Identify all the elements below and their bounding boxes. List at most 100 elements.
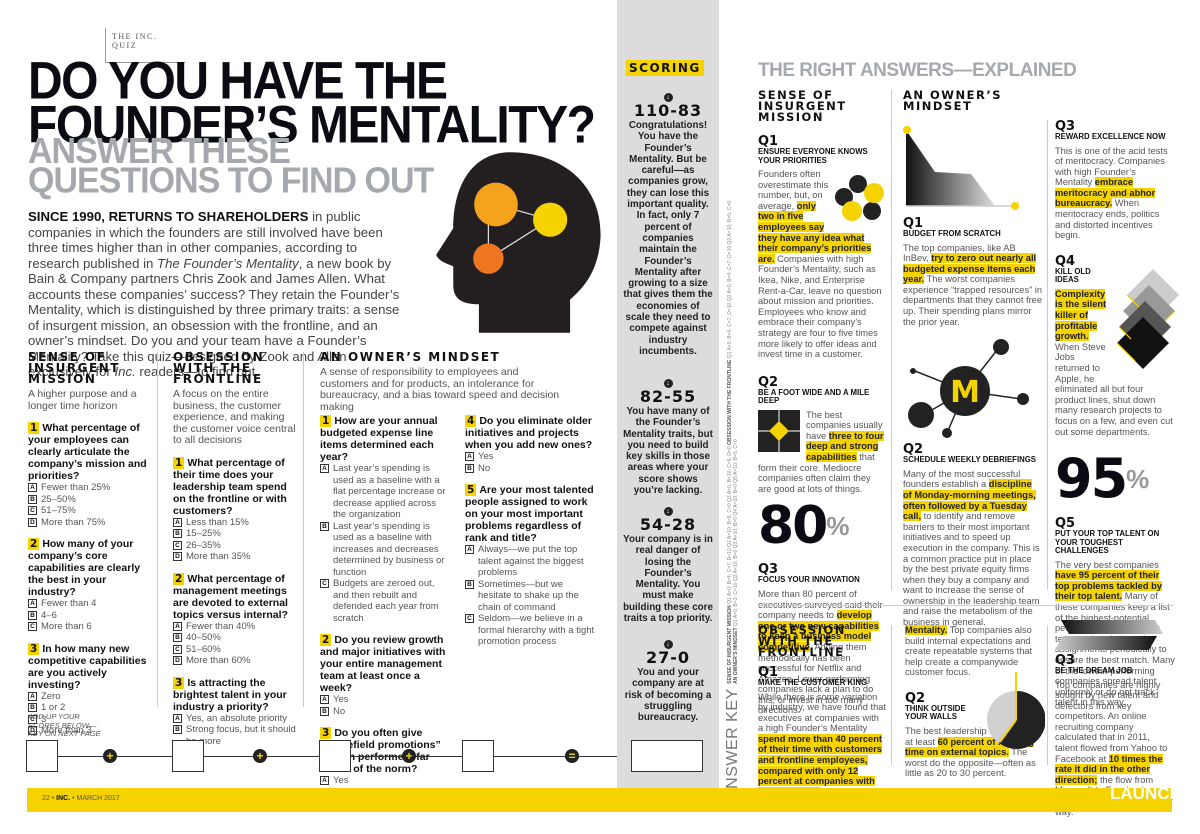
answer-option[interactable]: A Yes, an absolute priority <box>173 713 298 725</box>
answer-option[interactable]: A Fewer than 25% <box>28 482 153 494</box>
question: 3 Is attracting the brightest talent in y… <box>173 676 298 713</box>
answer-key-values: Q1 A=0; B=4; C=7; D=10 Q2 A=0; B=4; C=7;… <box>727 200 733 359</box>
option-text: Yes <box>333 775 349 786</box>
range-label: 27-0 <box>645 648 691 667</box>
answer-key-rotated: ANSWER KEY SENSE OF INSURGENT MISSION Q1… <box>724 110 742 800</box>
option-text: No <box>333 705 346 717</box>
answer-q-subhead: REWARD EXCELLENCE NOW <box>1055 132 1166 141</box>
answer-option[interactable]: A Fewer than 4 <box>28 598 153 610</box>
answer-option[interactable]: A Fewer than 40% <box>173 621 298 633</box>
range-label: 82-55 <box>639 387 697 406</box>
question-block: 3 Is attracting the brightest talent in y… <box>173 676 298 759</box>
book-title: The Founder’s Mentality <box>157 255 299 271</box>
question-number: 2 <box>173 572 185 585</box>
option-text: More than 6 <box>41 621 92 632</box>
option-text: Fewer than 25% <box>41 482 111 493</box>
column-divider <box>1047 120 1048 590</box>
scoring-title: SCORING <box>626 60 704 76</box>
answer-option[interactable]: A Yes <box>320 694 450 706</box>
answer-q-label: Q2 <box>758 374 779 390</box>
score-range-4: ↓ 27-0 You and your company are at risk … <box>617 633 719 723</box>
answer-option[interactable]: D More than 75% <box>28 517 153 529</box>
answer-option[interactable]: C 51–75% <box>28 505 153 517</box>
pie-chart-icon <box>987 672 1045 749</box>
score-instructions: ADD UP YOUR SCORES BELOW—KEY ON NEXT PAG… <box>28 712 101 738</box>
plus-icon: + <box>253 749 267 763</box>
answer-option[interactable]: C More than 6 <box>28 621 153 633</box>
answer-option[interactable]: B 4–6 <box>28 610 153 622</box>
answers-frontline-middle: Mentality. Top companies also build inte… <box>905 625 1045 779</box>
option-text: Fewer than 40% <box>186 620 256 632</box>
option-letter-box: B <box>173 633 182 642</box>
answer-option[interactable]: D More than 60% <box>173 655 298 667</box>
answer-text: The best leadership teams focus at least <box>905 725 1040 747</box>
option-letter-box: A <box>320 464 329 473</box>
score-box-insurgent[interactable] <box>26 740 58 772</box>
answer-option[interactable]: A Last year’s spending is used as a basel… <box>320 463 450 521</box>
total-score-box[interactable] <box>631 740 703 772</box>
option-letter-box: A <box>465 545 474 554</box>
column-divider <box>1047 625 1048 765</box>
answer-option[interactable]: C 51–60% <box>173 644 298 656</box>
column-heading: OBSESSION WITH THE FRONTLINE <box>173 350 265 386</box>
option-text: Less than 15% <box>186 516 249 528</box>
answers-owner-left: AN OWNER’S MINDSET Q1 BUDGET FROM SCRATC… <box>903 89 1043 628</box>
option-letter-box: C <box>173 644 182 654</box>
answer-option[interactable]: A Yes <box>320 775 450 787</box>
column-divider <box>891 625 892 765</box>
option-letter-box: A <box>173 713 182 723</box>
percent-sign: % <box>1126 464 1150 495</box>
answer-option[interactable]: B No <box>320 706 450 718</box>
answer-option[interactable]: A Zero <box>28 691 153 703</box>
answer-body: More than 80 percent of executives surve… <box>758 589 886 716</box>
stat-80: 80% <box>758 500 886 561</box>
answer-option[interactable]: B No <box>465 463 595 475</box>
option-letter-box: B <box>173 725 182 734</box>
column-divider <box>891 90 892 590</box>
score-box-owner-1[interactable] <box>319 740 351 772</box>
answer-option[interactable]: B Sometimes—but we hesitate to shake up t… <box>465 579 595 614</box>
column-description: A focus on the entire business, the cust… <box>173 388 296 446</box>
answer-option[interactable]: C 26–35% <box>173 540 298 552</box>
score-box-frontline[interactable] <box>172 740 204 772</box>
answer-key-heading: AN OWNER’S MINDSET <box>733 627 739 684</box>
answer-option[interactable]: A Less than 15% <box>173 517 298 529</box>
option-text: 51–75% <box>41 505 76 516</box>
column-divider <box>157 352 158 707</box>
title-line-2: FOUNDER’S MENTALITY? <box>28 96 596 155</box>
answer-option[interactable]: B 15–25% <box>173 528 298 540</box>
answer-option[interactable]: D More than 3 <box>28 725 153 737</box>
answer-body: The top companies, like AB InBev, try to… <box>903 243 1043 328</box>
answer-option[interactable]: C Seldom—we believe in a formal hierarchy… <box>465 613 595 648</box>
option-letter-box: A <box>320 776 329 785</box>
answer-text: When meritocracy ends, politics and dist… <box>1055 198 1160 241</box>
answer-body: Many of the most successful founders est… <box>903 469 1043 628</box>
molecule-m-icon: M <box>908 339 1029 439</box>
answer-option[interactable]: B 40–50% <box>173 632 298 644</box>
answer-option[interactable]: C Budgets are zeroed out, and then rebuil… <box>320 578 450 624</box>
answers-owner-right: Q3 REWARD EXCELLENCE NOW This is one of … <box>1055 120 1179 708</box>
answer-option[interactable]: B 25–50% <box>28 494 153 506</box>
question-text: Are your most talented people assigned t… <box>465 484 594 544</box>
answer-option[interactable]: B Last year’s spending is used as a basel… <box>320 521 450 579</box>
answer-body: This is one of the acid tests of meritoc… <box>1055 146 1175 241</box>
answer-key-rows: SENSE OF INSURGENT MISSION Q1 A=0; B=4; … <box>727 201 739 684</box>
answer-q-subhead: BE THE DREAM JOB <box>1055 666 1133 675</box>
score-box-owner-2[interactable] <box>462 740 494 772</box>
option-letter-box: B <box>320 521 329 531</box>
declining-budget-chart-icon <box>903 126 1019 210</box>
answer-option[interactable]: D More than 35% <box>173 551 298 563</box>
option-letter-box: A <box>28 599 37 608</box>
option-letter-box: D <box>173 656 182 665</box>
option-text: Zero <box>41 690 61 702</box>
column-divider <box>303 352 304 707</box>
question-number: 3 <box>320 727 332 739</box>
question-number: 3 <box>173 676 185 689</box>
answer-body: The best companies usually have three to… <box>758 409 886 495</box>
section-label: LAUNCH <box>1110 784 1182 803</box>
answer-text: . Adding them methodically has been succ… <box>758 641 874 716</box>
answer-option[interactable]: B 1 or 2 <box>28 702 153 714</box>
answer-option[interactable]: A Always—we put the top talent against th… <box>465 544 595 579</box>
answer-option[interactable]: A Yes <box>465 451 595 463</box>
